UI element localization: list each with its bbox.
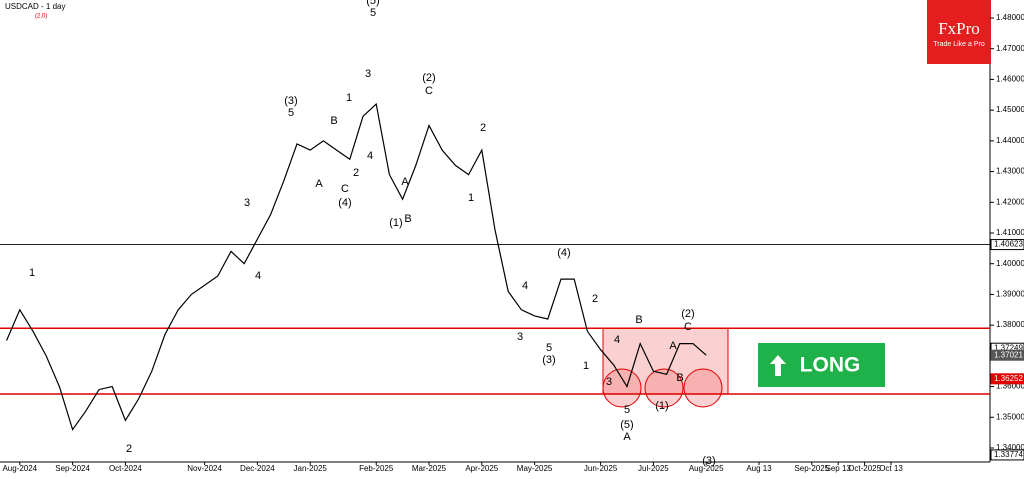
logo-tagline: Trade Like a Pro <box>933 41 985 48</box>
x-tick-label: Sep-2025 <box>794 464 829 473</box>
y-tick-label: 1.44000 <box>996 136 1024 145</box>
x-tick-label: Jan-2025 <box>294 464 328 473</box>
wave-label: C <box>341 183 349 195</box>
wave-label: C <box>425 85 433 97</box>
x-tick-label: Feb-2025 <box>359 464 394 473</box>
y-tick-label: 1.34000 <box>996 443 1024 452</box>
zone-circle <box>683 368 723 408</box>
chart-title: USDCAD - 1 day <box>5 2 65 11</box>
x-tick-label: Sep 13 <box>826 464 852 473</box>
x-tick-label: Aug-2024 <box>2 464 37 473</box>
wave-label: 3 <box>606 376 612 388</box>
price-label-box <box>990 239 1024 251</box>
wave-label: (5) <box>620 419 633 431</box>
y-tick-label: 1.48000 <box>996 13 1024 22</box>
zone-circle <box>602 368 642 408</box>
wave-label: 2 <box>126 443 132 455</box>
wave-label: 5 <box>624 404 630 416</box>
wave-label: 4 <box>367 150 373 162</box>
y-tick-label: 1.43000 <box>996 167 1024 176</box>
y-tick-label: 1.42000 <box>996 197 1024 206</box>
target-zone <box>602 327 729 395</box>
wave-label: (1) <box>389 217 402 229</box>
wave-label: 5 <box>546 342 552 354</box>
y-tick-label: 1.40000 <box>996 259 1024 268</box>
x-tick-label: Nov-2024 <box>187 464 222 473</box>
x-tick-label: Apr-2025 <box>465 464 498 473</box>
wave-label: 1 <box>468 192 474 204</box>
x-tick-label: Jun-2025 <box>584 464 618 473</box>
wave-label: (2) <box>422 72 435 84</box>
y-tick-label: 1.47000 <box>996 44 1024 53</box>
wave-label: 5 <box>288 107 294 119</box>
price-label: 1.37021 <box>994 350 1023 359</box>
wave-label: 2 <box>353 167 359 179</box>
wave-label: B <box>330 115 337 127</box>
x-tick-label: May-2025 <box>517 464 553 473</box>
wave-label: B <box>635 314 642 326</box>
y-tick-label: 1.39000 <box>996 290 1024 299</box>
x-tick-label: Oct 13 <box>879 464 903 473</box>
wave-label: A <box>315 178 323 190</box>
y-tick-label: 1.41000 <box>996 228 1024 237</box>
x-tick-label: Dec-2024 <box>240 464 275 473</box>
wave-label: 1 <box>583 360 589 372</box>
price-label-box <box>990 373 1024 385</box>
price-label: 1.36252 <box>994 374 1023 383</box>
wave-label: (2) <box>681 308 694 320</box>
price-label-box <box>990 349 1024 361</box>
x-tick-label: Mar-2025 <box>412 464 447 473</box>
x-tick-label: Jul-2025 <box>638 464 669 473</box>
price-label: 1.40623 <box>994 240 1023 249</box>
price-line <box>6 102 707 431</box>
wave-label: (3) <box>702 455 715 467</box>
wave-label: (5) <box>366 0 379 7</box>
logo-name: FxPro <box>938 19 980 38</box>
wave-label: A <box>669 340 677 352</box>
x-tick-label: Oct-2024 <box>109 464 142 473</box>
wave-label: A <box>401 176 409 188</box>
indicator-label: (2,0) <box>35 14 47 20</box>
x-tick-label: Aug-2025 <box>689 464 724 473</box>
signal-arrow <box>770 355 786 376</box>
y-tick-label: 1.38000 <box>996 320 1024 329</box>
x-tick-label: Sep-2024 <box>55 464 90 473</box>
wave-label: 1 <box>29 267 35 279</box>
wave-label: 2 <box>592 293 598 305</box>
y-tick-label: 1.46000 <box>996 75 1024 84</box>
wave-label: B <box>676 372 683 384</box>
x-tick-label: Aug 13 <box>746 464 772 473</box>
x-tick-label: Oct-2025 <box>848 464 881 473</box>
wave-label: 2 <box>480 122 486 134</box>
wave-label: 3 <box>244 197 250 209</box>
wave-label: C <box>684 321 692 333</box>
wave-label: (1) <box>655 400 668 412</box>
wave-label: A <box>623 431 631 443</box>
price-label-box <box>990 449 1024 461</box>
wave-label: 3 <box>365 68 371 80</box>
wave-label: (4) <box>557 247 570 259</box>
wave-label: (3) <box>284 95 297 107</box>
y-tick-label: 1.35000 <box>996 412 1024 421</box>
wave-label: (3) <box>542 354 555 366</box>
wave-label: 1 <box>346 92 352 104</box>
signal-label: LONG <box>800 354 861 377</box>
wave-label: B <box>404 213 411 225</box>
price-label: 1.37249 <box>994 343 1023 352</box>
wave-label: 4 <box>522 280 528 292</box>
wave-label: 3 <box>517 331 523 343</box>
zone-circle <box>644 368 684 408</box>
y-tick-label: 1.36000 <box>996 382 1024 391</box>
wave-label: 5 <box>370 7 376 19</box>
price-label: 1.33774 <box>994 450 1023 459</box>
logo-box <box>927 0 991 64</box>
wave-label: (4) <box>338 197 351 209</box>
wave-label: 4 <box>614 334 620 346</box>
y-tick-label: 1.45000 <box>996 105 1024 114</box>
wave-label: 4 <box>255 270 261 282</box>
